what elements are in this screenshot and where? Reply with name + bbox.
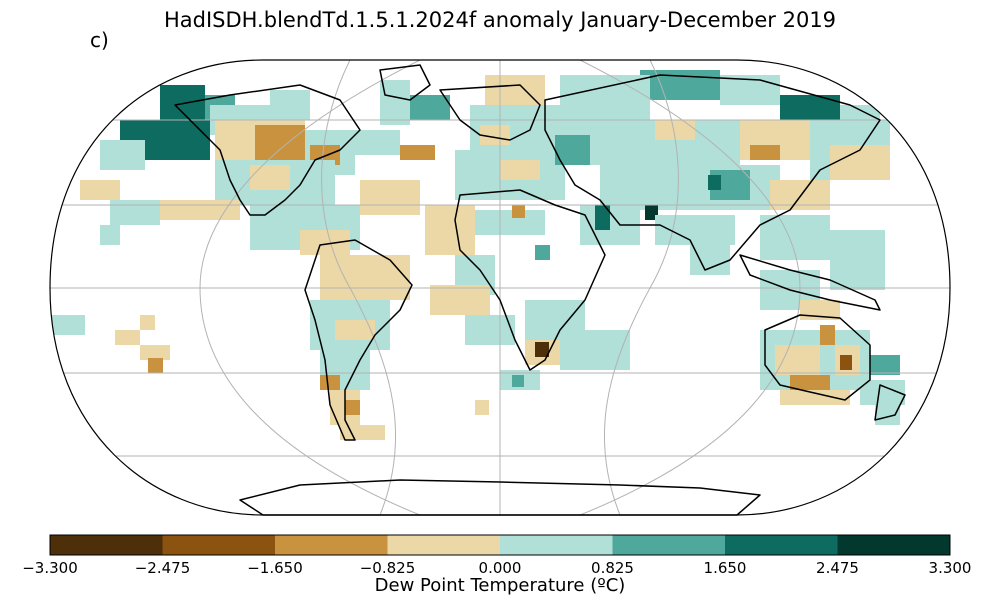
colorbar	[49, 534, 951, 556]
map-title: HadISDH.blendTd.1.5.1.2024f anomaly Janu…	[163, 8, 837, 32]
colorbar-frame	[49, 534, 951, 556]
colorbar-swatch	[612, 535, 725, 555]
colorbar-swatch	[275, 535, 388, 555]
colorbar-swatch	[725, 535, 838, 555]
colorbar-swatch	[500, 535, 613, 555]
colorbar-swatch	[162, 535, 275, 555]
colorbar-swatch	[837, 535, 950, 555]
graticule	[50, 60, 950, 515]
panel-label: c)	[90, 28, 109, 52]
coastlines	[174, 64, 906, 516]
colorbar-swatch	[50, 535, 163, 555]
colorbar-label: Dew Point Temperature (ºC)	[374, 575, 626, 596]
colorbar-swatch	[387, 535, 500, 555]
anomaly-grid	[50, 70, 905, 440]
globe-outline	[49, 59, 951, 516]
